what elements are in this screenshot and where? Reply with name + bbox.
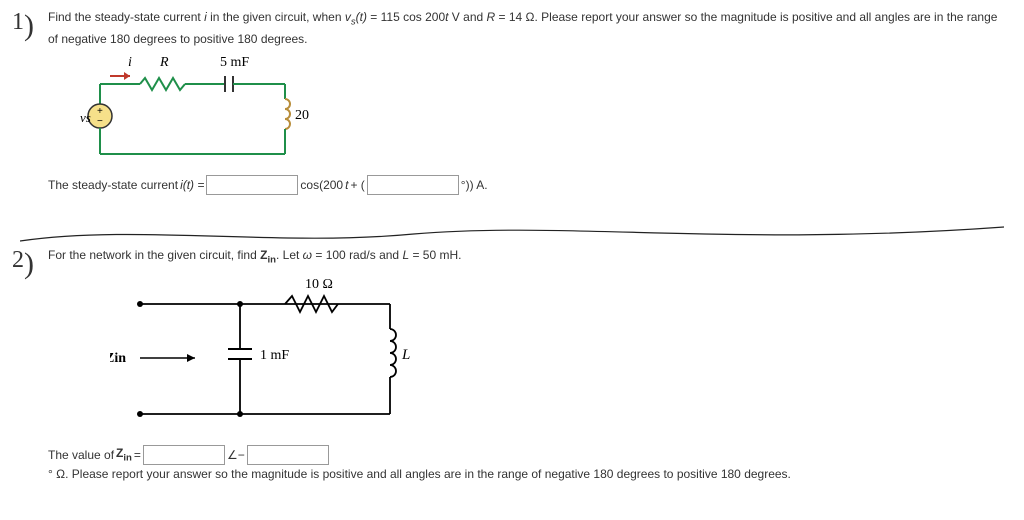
t: The steady-state current (48, 178, 178, 192)
L-label: 20 mH (295, 108, 310, 123)
t: vs(t) (345, 10, 367, 24)
t: = 100 rad/s and (312, 248, 402, 262)
problem-1: 1 Find the steady-state current i in the… (20, 8, 1004, 195)
t: Zin (260, 248, 276, 262)
problem-1-answer: The steady-state current i(t) = cos(200t… (48, 175, 1004, 195)
t: ∠− (227, 448, 245, 462)
problem-2: 2 For the network in the given circuit, … (20, 246, 1004, 481)
problem-2-answer: The value of Zin = ∠− ° Ω. Please report… (48, 445, 1004, 481)
R-label: R (159, 55, 169, 70)
C-label: 5 mF (220, 55, 249, 70)
circuit-1-diagram: i R 5 mF 20 mH + − vs (80, 54, 1004, 167)
magnitude-input[interactable] (206, 175, 298, 195)
R2-label: 10 Ω (305, 277, 333, 292)
circuit-1-svg: i R 5 mF 20 mH + − vs (80, 54, 310, 164)
t: R (487, 10, 496, 24)
zin-ang-input[interactable] (247, 445, 329, 465)
circuit-2-svg: 10 Ω 1 mF L Zin (110, 274, 440, 434)
t: t (345, 178, 348, 192)
t: Find the steady-state current (48, 10, 204, 24)
t: ω (303, 248, 312, 262)
C2-label: 1 mF (260, 348, 289, 363)
problem-1-text: Find the steady-state current i in the g… (48, 8, 1004, 48)
divider-curve (20, 219, 1004, 249)
t: °)) A. (461, 178, 488, 192)
t: Zin (116, 446, 132, 463)
problem-2-text: For the network in the given circuit, fi… (48, 246, 1004, 268)
t: = 115 cos 200 (367, 10, 445, 24)
problem-1-number: 1 (12, 3, 34, 37)
t: V and (448, 10, 486, 24)
t: ° Ω. Please report your answer so the ma… (48, 467, 791, 481)
t: For the network in the given circuit, fi… (48, 248, 260, 262)
t: . Let (276, 248, 303, 262)
t: + ( (350, 178, 364, 192)
Zin-label: Zin (110, 351, 126, 366)
t: The value of (48, 448, 114, 462)
L2-label: L (401, 347, 410, 363)
t: = (134, 448, 141, 462)
zin-mag-input[interactable] (143, 445, 225, 465)
t: i(t) = (180, 178, 204, 192)
angle-input[interactable] (367, 175, 459, 195)
i-label: i (128, 55, 132, 70)
t: = 50 mH. (409, 248, 461, 262)
circuit-2-diagram: 10 Ω 1 mF L Zin (110, 274, 1004, 437)
src-minus: − (97, 116, 103, 127)
t: in the given circuit, when (207, 10, 345, 24)
src-label: vs (80, 110, 91, 125)
problem-2-number: 2 (12, 241, 34, 275)
t: cos(200 (300, 178, 343, 192)
